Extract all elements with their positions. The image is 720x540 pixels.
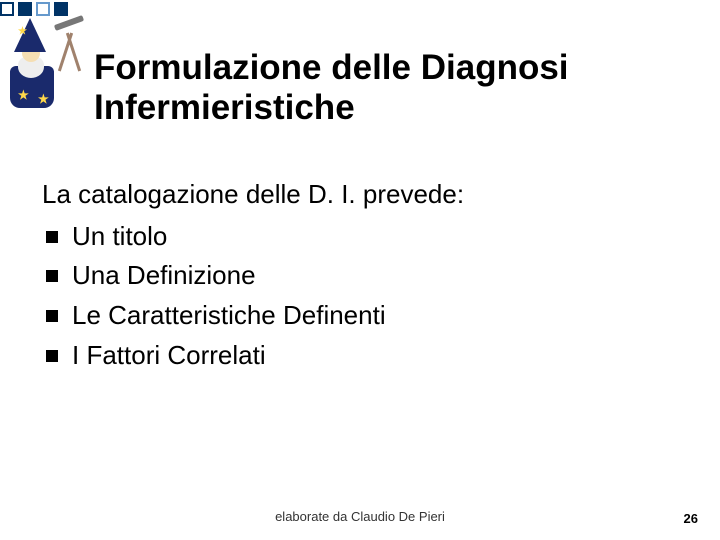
list-item: I Fattori Correlati <box>42 337 680 375</box>
page-number: 26 <box>684 511 698 526</box>
deco-square <box>18 2 32 16</box>
slide: ★ ★ ★ Formulazione delle Diagnosi Inferm… <box>0 0 720 540</box>
star-icon: ★ <box>18 26 27 37</box>
list-item-label: Le Caratteristiche Definenti <box>72 297 386 335</box>
deco-square <box>36 2 50 16</box>
slide-title: Formulazione delle Diagnosi Infermierist… <box>94 48 690 129</box>
list-item-label: I Fattori Correlati <box>72 337 266 375</box>
tripod-leg <box>66 33 81 72</box>
star-icon: ★ <box>18 88 29 102</box>
slide-body: La catalogazione delle D. I. prevede: Un… <box>42 176 680 376</box>
square-bullet-icon <box>46 270 58 282</box>
deco-square <box>0 2 14 16</box>
list-item: Un titolo <box>42 218 680 256</box>
intro-text: La catalogazione delle D. I. prevede: <box>42 176 680 214</box>
square-bullet-icon <box>46 310 58 322</box>
deco-square <box>54 2 68 16</box>
square-bullet-icon <box>46 231 58 243</box>
telescope-icon <box>54 15 84 31</box>
square-bullet-icon <box>46 350 58 362</box>
footer-credit: elaborate da Claudio De Pieri <box>0 509 720 524</box>
wizard-clipart-icon: ★ ★ ★ <box>8 18 86 108</box>
list-item-label: Una Definizione <box>72 257 256 295</box>
list-item: Una Definizione <box>42 257 680 295</box>
list-item-label: Un titolo <box>72 218 167 256</box>
corner-decoration <box>0 0 100 20</box>
list-item: Le Caratteristiche Definenti <box>42 297 680 335</box>
star-icon: ★ <box>38 92 49 106</box>
